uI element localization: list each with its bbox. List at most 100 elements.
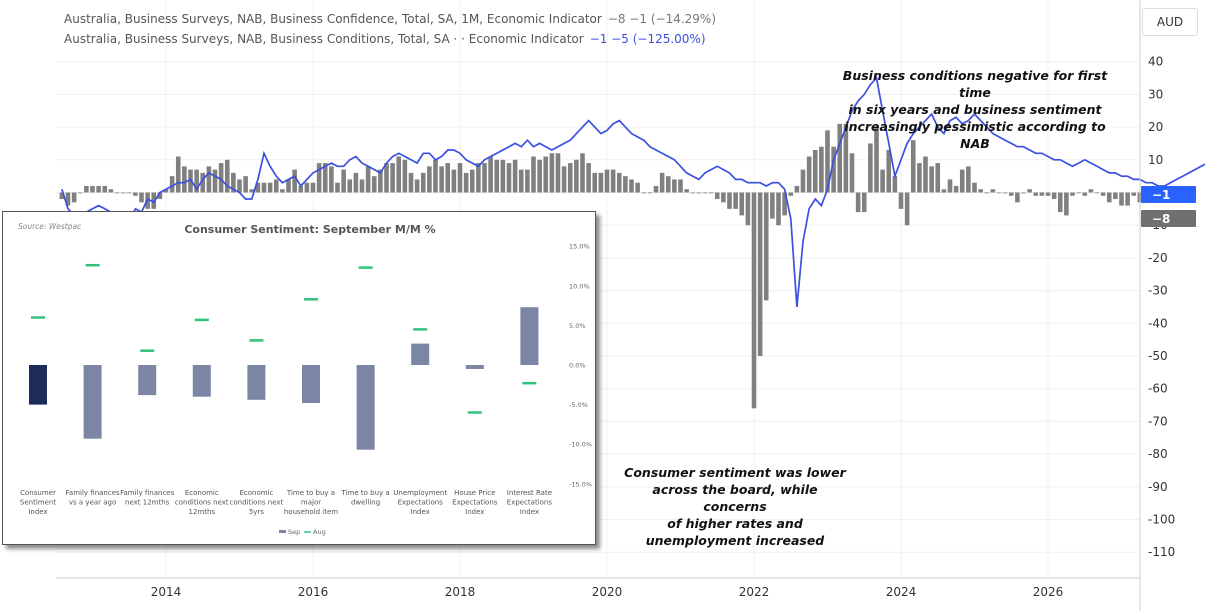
confidence-bar — [463, 172, 469, 193]
confidence-bar — [917, 163, 922, 193]
confidence-bar — [427, 166, 432, 193]
confidence-bar — [567, 163, 573, 193]
confidence-bar — [629, 179, 634, 193]
confidence-bar — [770, 192, 775, 219]
confidence-bar — [904, 192, 910, 226]
confidence-bar — [959, 169, 965, 193]
y-tick-label: -50 — [1148, 349, 1168, 363]
confidence-bar — [978, 189, 983, 193]
inset-category-label: Family finances — [120, 489, 174, 497]
confidence-bar — [1070, 192, 1075, 196]
y-tick-label: -80 — [1148, 447, 1168, 461]
confidence-bar — [396, 156, 402, 193]
x-tick-label: 2018 — [445, 585, 476, 599]
confidence-bar — [371, 176, 377, 193]
confidence-bar — [659, 172, 665, 193]
legend-conditions-label: Australia, Business Surveys, NAB, Busine… — [64, 32, 584, 46]
inset-category-label: Index — [465, 508, 484, 516]
confidence-bar — [249, 189, 255, 193]
confidence-bar — [1057, 192, 1063, 213]
inset-category-label: Time to buy a — [286, 489, 335, 497]
confidence-bar — [555, 153, 561, 193]
inset-category-label: conditions next — [230, 499, 284, 507]
confidence-bar — [451, 169, 457, 193]
inset-category-label: Index — [520, 508, 539, 516]
inset-category-label: Family finances — [66, 489, 120, 497]
inset-y-axis: 15.0% 10.0% 5.0% 0.0% -5.0% -10.0% -15.0% — [569, 243, 592, 489]
confidence-bar — [353, 172, 359, 193]
confidence-bar — [255, 182, 261, 193]
confidence-bar — [837, 123, 843, 193]
currency-unit-button[interactable]: AUD — [1142, 8, 1198, 36]
confidence-bar — [237, 179, 242, 193]
legend-conditions[interactable]: Australia, Business Surveys, NAB, Busine… — [64, 32, 706, 46]
annotation-consumer-sentiment: Consumer sentiment was lower across the … — [624, 465, 846, 548]
confidence-bar — [457, 163, 463, 193]
confidence-bar — [71, 192, 77, 203]
inset-sep-bar — [411, 343, 430, 365]
confidence-bar — [678, 179, 683, 193]
inset-legend: Sep Aug — [279, 528, 326, 536]
confidence-bar — [261, 182, 267, 193]
confidence-bar — [531, 156, 536, 193]
inset-category-label: Economic — [239, 489, 273, 497]
confidence-bar — [347, 179, 353, 193]
inset-category-label: Index — [28, 508, 47, 516]
legend-confidence[interactable]: Australia, Business Surveys, NAB, Busine… — [64, 12, 716, 26]
confidence-bar — [861, 192, 867, 213]
confidence-bar — [224, 159, 230, 193]
confidence-bar — [702, 192, 708, 194]
confidence-bar — [966, 166, 971, 193]
confidence-bar — [543, 156, 549, 193]
confidence-bar — [445, 163, 451, 193]
confidence-bar — [322, 163, 328, 193]
price-tag-confidence: −8 — [1141, 210, 1196, 227]
inset-category-label: 5yrs — [249, 508, 264, 516]
inset-sep-bar — [192, 365, 211, 397]
inset-category-label: major — [301, 499, 321, 507]
confidence-bar — [855, 192, 861, 213]
inset-sep-bar — [520, 307, 539, 365]
confidence-bar — [745, 192, 751, 226]
inset-y-tick: 0.0% — [569, 362, 586, 370]
inset-sep-bar — [465, 365, 484, 369]
legend-conditions-values: −1 −5 (−125.00%) — [589, 32, 706, 46]
conditions-line — [61, 76, 1205, 307]
confidence-bar — [329, 166, 334, 193]
inset-y-tick: 15.0% — [569, 243, 590, 251]
confidence-bar — [684, 189, 689, 193]
confidence-bar — [763, 192, 769, 301]
inset-category-label: Time to buy a — [341, 489, 390, 497]
confidence-bar — [1064, 192, 1069, 216]
confidence-bar — [935, 163, 941, 193]
confidence-bar — [1033, 192, 1039, 196]
x-tick-label: 2026 — [1033, 585, 1064, 599]
confidence-bar — [212, 169, 218, 193]
confidence-bar — [84, 185, 89, 193]
confidence-bar — [598, 172, 604, 193]
confidence-bar — [990, 189, 996, 193]
confidence-bar — [843, 123, 849, 193]
confidence-bar — [739, 192, 745, 216]
confidence-bar — [635, 182, 640, 193]
confidence-bar — [1015, 192, 1020, 203]
x-tick-label: 2020 — [592, 585, 623, 599]
confidence-bar — [580, 153, 585, 193]
confidence-bar — [1094, 192, 1100, 194]
confidence-bar — [647, 192, 653, 194]
y-tick-label: -100 — [1148, 513, 1175, 527]
inset-bars — [29, 263, 539, 450]
confidence-bar — [549, 153, 555, 193]
confidence-bar — [561, 166, 567, 193]
legend-confidence-label: Australia, Business Surveys, NAB, Busine… — [64, 12, 602, 26]
confidence-bar — [733, 192, 738, 209]
confidence-bar — [169, 176, 175, 193]
inset-sep-bar — [138, 365, 157, 396]
inset-y-tick: -10.0% — [569, 441, 592, 449]
inset-y-tick: -15.0% — [569, 480, 592, 488]
inset-category-label: household item — [284, 508, 338, 516]
confidence-bar — [433, 159, 438, 193]
confidence-bar — [788, 192, 794, 196]
confidence-bar — [812, 149, 818, 193]
confidence-bar — [1008, 192, 1014, 196]
